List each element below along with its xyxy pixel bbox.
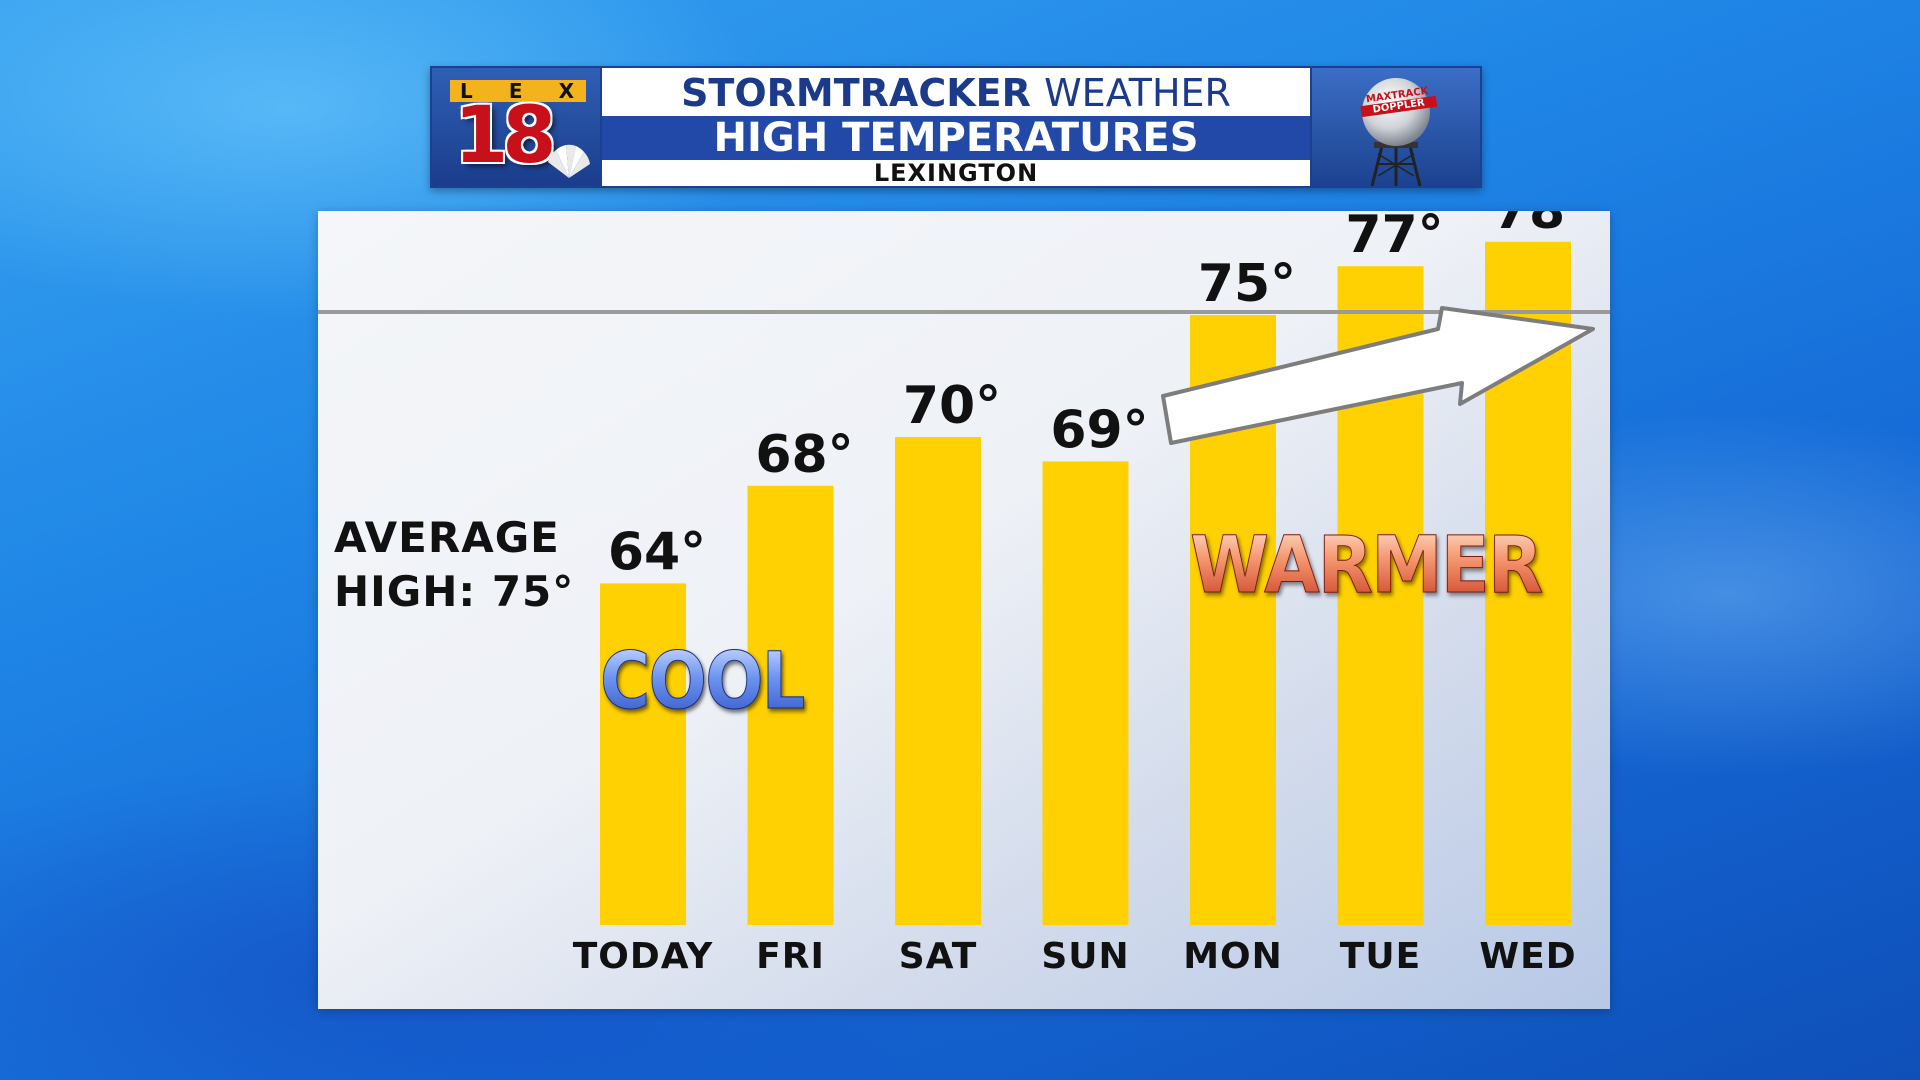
cool-annotation: COOL bbox=[600, 637, 806, 728]
tick-label-mon: MON bbox=[1183, 936, 1283, 977]
bar-fri bbox=[747, 485, 834, 925]
doppler-radar-badge: MAXTRACK DOPPLER bbox=[1312, 68, 1480, 186]
average-high-label: AVERAGE HIGH: 75° bbox=[334, 511, 614, 619]
warmer-annotation: WARMER bbox=[1190, 521, 1544, 612]
tick-label-fri: FRI bbox=[756, 936, 825, 977]
value-label-wed: 78° bbox=[1493, 211, 1591, 241]
logo-number: 18 bbox=[454, 91, 557, 181]
value-label-today: 64° bbox=[608, 522, 706, 582]
show-title-part1: STORMTRACKER bbox=[681, 71, 1031, 115]
location-label: LEXINGTON bbox=[873, 159, 1039, 187]
tick-label-sun: SUN bbox=[1041, 936, 1129, 977]
chart-panel: 64°68°70°69°75°77°78° TODAYFRISATSUNMONT… bbox=[318, 211, 1610, 1009]
tick-label-sat: SAT bbox=[899, 936, 978, 977]
logo-lex-strip: L E X bbox=[450, 79, 586, 103]
value-label-sat: 70° bbox=[903, 376, 1001, 436]
logo-letter-x: X bbox=[558, 79, 576, 103]
show-title: STORMTRACKER WEATHER bbox=[602, 68, 1310, 116]
chart-title: HIGH TEMPERATURES bbox=[602, 116, 1310, 160]
value-label-fri: 68° bbox=[755, 425, 853, 485]
radar-tower-icon bbox=[1362, 78, 1430, 186]
show-title-part2: WEATHER bbox=[1044, 71, 1231, 115]
value-label-tue: 77° bbox=[1345, 211, 1443, 265]
tick-label-tue: TUE bbox=[1340, 936, 1421, 977]
value-labels-layer: 64° 68° 70° 69° 75° 77° 78° bbox=[608, 211, 1591, 582]
logo-letter-e: E bbox=[508, 79, 525, 103]
average-label-line1: AVERAGE bbox=[334, 513, 560, 562]
bar-sat bbox=[895, 437, 981, 925]
bar-chart: 64°68°70°69°75°77°78° TODAYFRISATSUNMONT… bbox=[318, 211, 1610, 977]
average-label-line2: HIGH: 75° bbox=[334, 567, 575, 616]
value-label-sun: 69° bbox=[1050, 400, 1148, 460]
bar-today bbox=[600, 583, 686, 925]
tick-label-wed: WED bbox=[1479, 936, 1576, 977]
tick-label-today: TODAY bbox=[573, 936, 714, 977]
lex18-logo: L E X 18 bbox=[432, 68, 600, 186]
x-axis-ticks: TODAY FRI SAT SUN MON TUE WED bbox=[573, 936, 1576, 977]
title-panel: STORMTRACKER WEATHER HIGH TEMPERATURES L… bbox=[602, 68, 1310, 186]
peacock-icon bbox=[548, 144, 590, 178]
bar-sun bbox=[1042, 461, 1129, 925]
logo-letter-l: L bbox=[460, 79, 475, 103]
header-banner: L E X 18 STORMTRACKER WEATHER HIGH TEMPE… bbox=[430, 66, 1482, 188]
trend-arrow-icon bbox=[1161, 306, 1595, 445]
value-label-mon: 75° bbox=[1198, 254, 1296, 314]
